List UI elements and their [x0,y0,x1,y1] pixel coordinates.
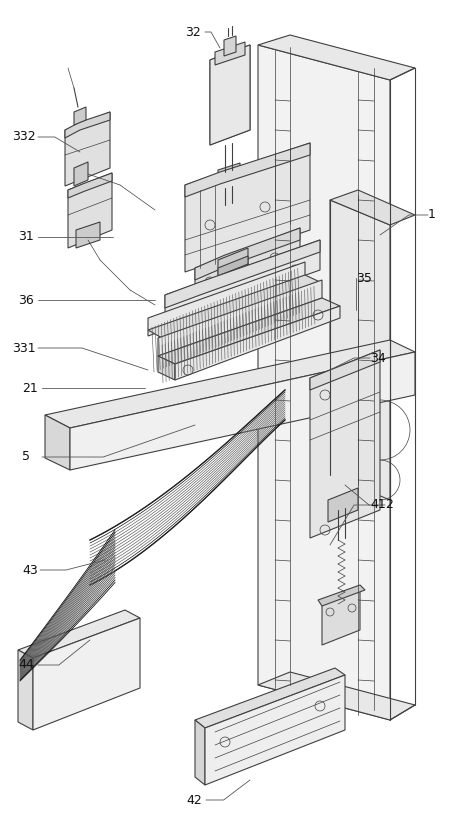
Polygon shape [68,173,112,198]
Polygon shape [218,173,240,195]
Polygon shape [322,590,360,645]
Text: 332: 332 [12,130,35,144]
Polygon shape [310,350,380,390]
Polygon shape [318,585,365,606]
Text: 36: 36 [18,293,34,307]
Polygon shape [158,298,340,364]
Polygon shape [195,175,270,213]
Polygon shape [185,143,310,272]
Polygon shape [224,36,236,56]
Polygon shape [328,488,358,522]
Polygon shape [74,107,86,125]
Polygon shape [215,42,245,65]
Circle shape [290,265,300,275]
Polygon shape [76,222,100,248]
Polygon shape [258,672,415,720]
Polygon shape [148,275,320,338]
Polygon shape [68,173,112,248]
Polygon shape [65,112,110,186]
Polygon shape [18,610,140,658]
Text: 35: 35 [356,272,372,284]
Polygon shape [218,264,248,292]
Text: 44: 44 [18,658,34,671]
Polygon shape [45,340,415,428]
Text: 43: 43 [22,563,38,577]
Polygon shape [45,415,70,470]
Polygon shape [330,200,390,500]
Polygon shape [195,228,300,300]
Text: 42: 42 [186,794,202,807]
Polygon shape [218,248,248,280]
Polygon shape [310,350,380,538]
Polygon shape [70,352,415,470]
Polygon shape [195,668,345,728]
Polygon shape [210,45,250,145]
Polygon shape [195,228,300,280]
Text: 21: 21 [22,381,38,395]
Text: 1: 1 [428,209,436,222]
Text: 31: 31 [18,230,34,243]
Polygon shape [33,618,140,730]
Polygon shape [165,240,320,325]
Polygon shape [158,356,175,380]
Polygon shape [218,163,240,187]
Polygon shape [165,240,320,308]
Polygon shape [210,45,250,145]
Polygon shape [65,112,110,138]
Polygon shape [74,162,88,186]
Polygon shape [258,35,415,80]
Text: 331: 331 [12,342,35,355]
Polygon shape [258,45,390,720]
Polygon shape [158,280,322,356]
Text: 34: 34 [370,352,386,365]
Polygon shape [18,650,33,730]
Text: 41: 41 [370,499,386,512]
Polygon shape [185,143,310,197]
Polygon shape [218,256,248,288]
Text: 5: 5 [22,450,30,464]
Polygon shape [330,190,415,225]
Text: 32: 32 [185,26,201,38]
Polygon shape [205,675,345,785]
Polygon shape [195,720,205,785]
Polygon shape [148,262,305,336]
Circle shape [180,305,190,315]
Polygon shape [175,306,340,380]
Text: 2: 2 [385,499,393,512]
